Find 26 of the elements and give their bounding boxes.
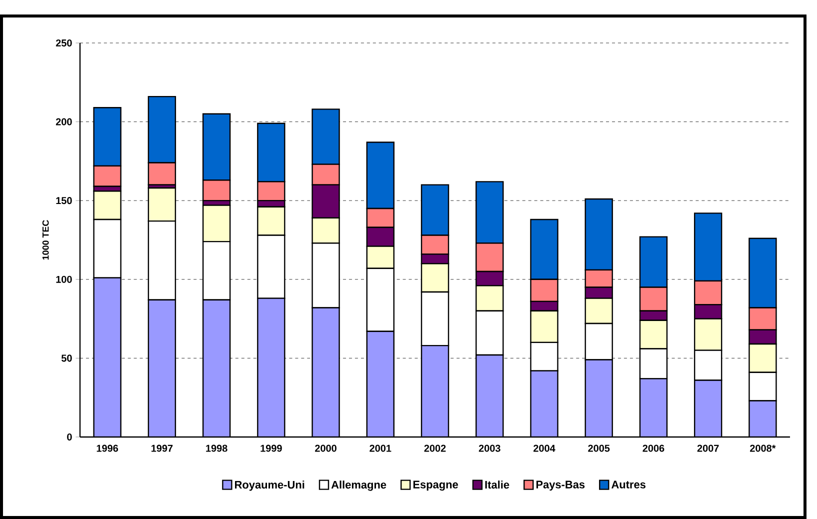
legend-label: Autres [611,480,646,488]
y-tick-label: 50 [61,354,72,362]
legend-label: Royaume-Uni [235,480,304,491]
x-tick-label: 1998 [206,444,228,452]
legend-label: Pays-Bas [536,480,585,491]
x-tick-label: 2001 [370,444,392,452]
x-tick-label: 2007 [697,444,719,452]
x-tick-label: 1996 [96,444,118,452]
legend-label: Espagne [413,480,458,491]
x-tick-label: 2008* [750,444,776,452]
x-tick-label: 1999 [260,444,282,452]
x-tick-label: 2002 [424,444,446,452]
x-tick-label: 2003 [478,444,500,452]
y-axis-title: 1000 TEC [42,220,49,260]
x-tick-label: 2000 [315,444,336,452]
legend-label: Italie [485,480,510,489]
x-tick-label: 2004 [534,444,556,452]
y-tick-label: 250 [56,39,72,47]
x-tick-label: 1997 [151,444,173,452]
y-tick-label: 0 [67,433,72,441]
x-tick-label: 2005 [588,444,610,452]
y-tick-label: 200 [56,118,72,126]
x-tick-label: 2006 [642,444,664,452]
legend-label: Allemagne [331,480,386,491]
y-tick-label: 150 [56,197,72,204]
y-tick-label: 100 [56,276,72,283]
